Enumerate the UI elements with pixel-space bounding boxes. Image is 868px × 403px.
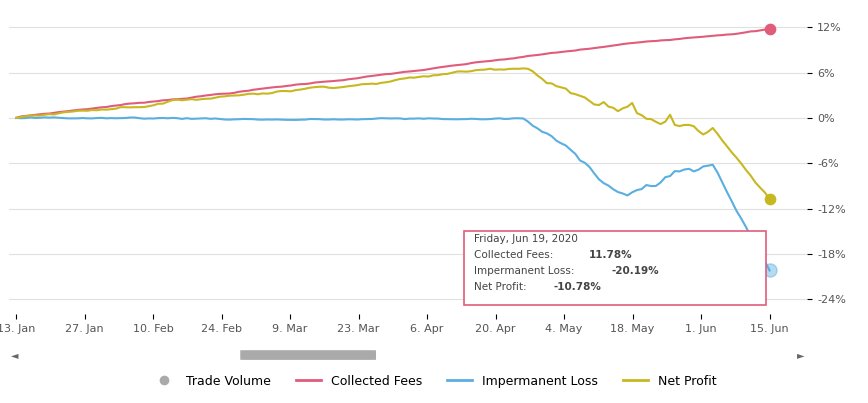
FancyBboxPatch shape (464, 231, 766, 305)
Text: Friday, Jun 19, 2020: Friday, Jun 19, 2020 (474, 234, 577, 244)
Text: -10.78%: -10.78% (554, 282, 602, 292)
Point (763, 26, 777, 32)
Text: Collected Fees:: Collected Fees: (474, 250, 556, 260)
Text: ◄: ◄ (11, 350, 18, 360)
FancyBboxPatch shape (240, 350, 376, 360)
Text: -20.19%: -20.19% (611, 266, 659, 276)
Text: Impermanent Loss:: Impermanent Loss: (474, 266, 577, 276)
Legend: Trade Volume, Collected Fees, Impermanent Loss, Net Profit: Trade Volume, Collected Fees, Impermanen… (146, 370, 722, 393)
Text: 11.78%: 11.78% (589, 250, 633, 260)
Point (763, 196, 777, 203)
Point (763, 267, 777, 274)
Text: ►: ► (798, 350, 805, 360)
Text: Net Profit:: Net Profit: (474, 282, 529, 292)
